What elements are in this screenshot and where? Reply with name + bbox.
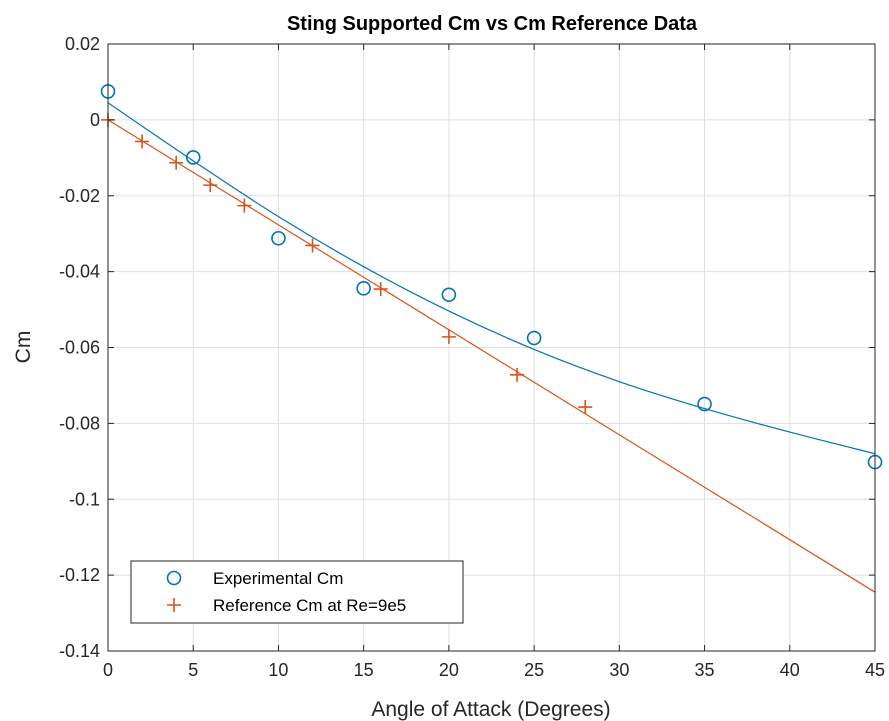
- y-tick-label: -0.06: [59, 338, 100, 358]
- x-tick-label: 25: [524, 660, 544, 680]
- x-axis-title: Angle of Attack (Degrees): [371, 698, 610, 721]
- fit-lines: [107, 102, 876, 593]
- experimental-cm-point: [526, 330, 542, 346]
- x-tick-label: 45: [865, 660, 885, 680]
- x-tick-label: 40: [780, 660, 800, 680]
- legend-circle-marker: [166, 570, 182, 586]
- x-tick-label: 30: [609, 660, 629, 680]
- fit-line-series-1: [107, 119, 876, 593]
- x-tick-label: 0: [103, 660, 113, 680]
- reference-cm-point: [305, 238, 320, 253]
- y-tick-label: 0: [90, 110, 100, 130]
- legend-label-experimental: Experimental Cm: [213, 569, 343, 588]
- reference-cm-point: [441, 329, 456, 344]
- x-tick-label: 5: [188, 660, 198, 680]
- reference-cm-point: [169, 155, 184, 170]
- reference-cm-point: [203, 178, 218, 193]
- legend-label-reference: Reference Cm at Re=9e5: [213, 596, 406, 615]
- legend-box: [130, 560, 464, 624]
- x-tick-label: 10: [268, 660, 288, 680]
- experimental-cm-point: [441, 287, 457, 303]
- y-tick-label: -0.14: [59, 641, 100, 661]
- experimental-cm-point: [356, 281, 371, 296]
- x-tick-label: 20: [439, 660, 459, 680]
- reference-cm-point: [237, 198, 252, 213]
- legend-plus-marker: [167, 598, 181, 612]
- reference-cm-point: [373, 282, 388, 297]
- experimental-cm-point: [697, 396, 712, 412]
- chart-title: Sting Supported Cm vs Cm Reference Data: [287, 13, 698, 35]
- experimental-cm-point: [271, 230, 286, 246]
- y-tick-label: -0.04: [59, 262, 100, 282]
- experimental-cm-point: [185, 150, 201, 165]
- y-tick-label: 0.02: [65, 34, 100, 54]
- y-tick-label: -0.1: [69, 489, 100, 509]
- ticks: 0 5 10 15 20 25 30 35 40 45 0.02 0 -0.02 -0.04 -0.06 -0…: [59, 34, 885, 680]
- y-axis-title: Cm: [12, 331, 35, 364]
- x-tick-label: 35: [695, 660, 715, 680]
- y-tick-label: -0.02: [59, 186, 100, 206]
- fit-line-series-0: [107, 102, 876, 455]
- x-tick-label: 15: [354, 660, 374, 680]
- reference-cm-point: [135, 134, 150, 149]
- reference-cm-point: [578, 400, 593, 415]
- y-tick-label: -0.12: [59, 565, 100, 585]
- legend: Experimental Cm Reference Cm at Re=9e5: [130, 560, 464, 624]
- y-tick-label: -0.08: [59, 413, 100, 433]
- reference-cm-point: [510, 367, 525, 382]
